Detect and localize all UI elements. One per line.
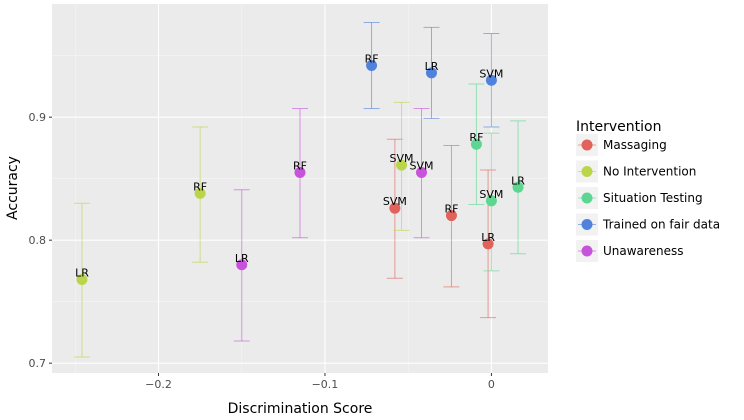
- data-label: SVM: [479, 67, 503, 80]
- legend-key-point: [581, 192, 593, 204]
- x-tick-label: −0.2: [145, 378, 172, 391]
- legend-key-point: [581, 219, 593, 230]
- data-point: [512, 181, 524, 193]
- data-label: RF: [193, 180, 207, 193]
- legend-key-point: [581, 245, 593, 257]
- data-point: [76, 274, 88, 286]
- legend-title: Intervention: [576, 119, 661, 135]
- data-label: SVM: [383, 195, 407, 208]
- x-axis-title: Discrimination Score: [228, 401, 373, 417]
- data-point: [396, 159, 408, 171]
- legend-key-point: [581, 139, 593, 151]
- data-points: [76, 60, 524, 286]
- data-point: [485, 74, 497, 86]
- data-label: LR: [235, 252, 249, 265]
- data-label: LR: [75, 267, 89, 280]
- data-label: RF: [365, 53, 379, 66]
- data-label: RF: [444, 203, 458, 216]
- legend-label: Unawareness: [603, 244, 683, 258]
- y-tick-label: 0.8: [29, 234, 47, 247]
- legend-label: Trained on fair data: [602, 218, 720, 232]
- data-label: RF: [293, 160, 307, 173]
- y-tick-label: 0.9: [29, 111, 47, 124]
- data-label: LR: [511, 174, 525, 187]
- data-point: [485, 195, 497, 207]
- legend-label: Situation Testing: [603, 191, 703, 205]
- x-tick-label: −0.1: [312, 378, 339, 391]
- data-point: [294, 167, 306, 179]
- data-point: [366, 60, 378, 71]
- point-labels: SVM RF LR LR RF SVM RF SVM LR RF LR SVM LR RF SVM: [75, 53, 525, 280]
- y-tick-label: 0.7: [29, 357, 47, 370]
- data-point: [389, 202, 401, 214]
- y-axis-title: Accuracy: [5, 156, 21, 220]
- legend-label: No Intervention: [603, 165, 696, 179]
- legend: Intervention Massaging No Intervention Sit…: [576, 119, 720, 262]
- data-point: [194, 187, 206, 199]
- data-point: [416, 167, 428, 179]
- data-label: RF: [469, 131, 483, 144]
- data-point: [470, 138, 482, 150]
- data-label: LR: [481, 231, 495, 244]
- axis-ticks: −0.2 −0.1 0 0.7 0.8 0.9: [29, 111, 495, 391]
- data-point: [482, 238, 494, 250]
- data-label: SVM: [410, 160, 434, 173]
- data-point: [445, 210, 457, 222]
- data-point: [236, 259, 248, 271]
- data-point: [425, 67, 437, 79]
- x-tick-label: 0: [488, 378, 495, 391]
- legend-key-point: [581, 166, 593, 177]
- data-label: SVM: [390, 152, 414, 165]
- legend-label: Massaging: [603, 138, 667, 152]
- data-label: SVM: [479, 188, 503, 201]
- data-label: LR: [425, 60, 439, 73]
